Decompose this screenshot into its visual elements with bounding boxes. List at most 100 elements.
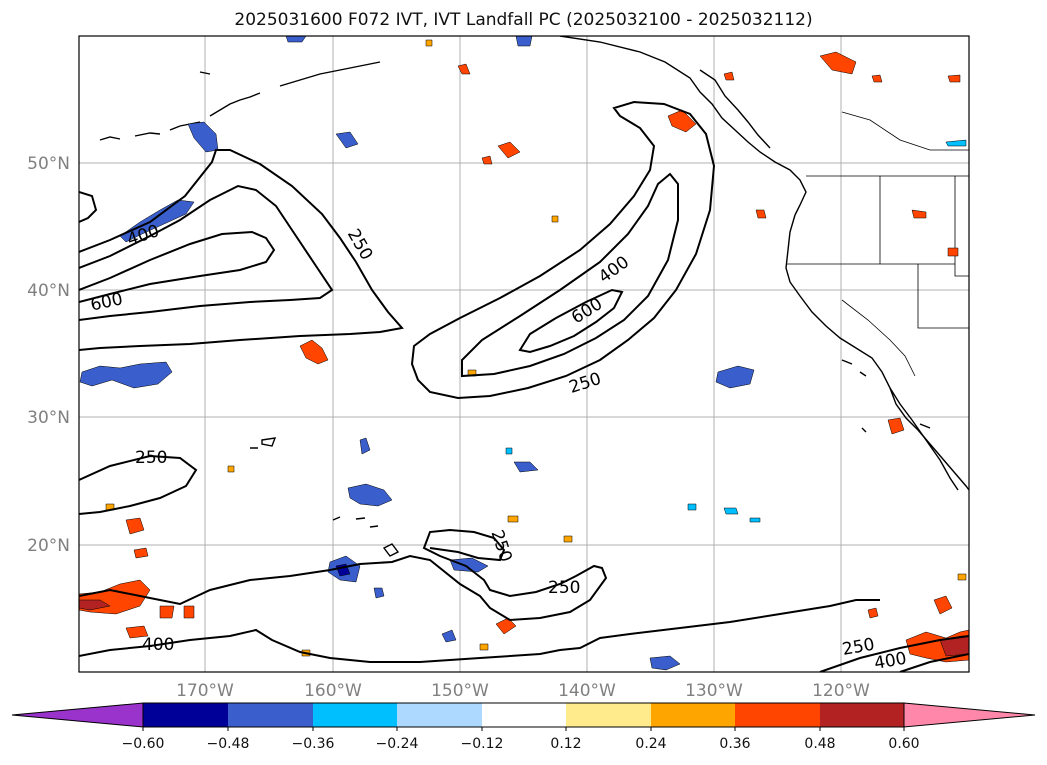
warm-patch <box>933 595 953 615</box>
colorbar-tick-label: −0.12 <box>461 736 504 752</box>
cool-patch <box>749 517 761 523</box>
warm-patch <box>125 517 145 535</box>
lon-label-150w: 150°W <box>431 681 489 701</box>
colorbar-bin <box>820 703 904 727</box>
lat-label-30n: 30°N <box>27 408 70 428</box>
cool-patch <box>945 139 967 147</box>
colorbar-bin <box>313 703 397 727</box>
contour-label-400: 400 <box>142 635 174 655</box>
cool-patch <box>449 557 489 573</box>
contour-400-nw <box>79 184 334 321</box>
contour-400-se <box>899 653 969 672</box>
lon-label-120w: 120°W <box>812 681 870 701</box>
contour-400-center <box>461 172 679 378</box>
warm-patch <box>227 465 235 473</box>
cool-patch <box>119 199 195 243</box>
colorbar-bin <box>566 703 651 727</box>
colorbar-extend-low <box>11 702 144 728</box>
colorbar-bin <box>228 703 313 727</box>
warm-patch <box>507 515 519 523</box>
warm-patch <box>133 547 149 559</box>
contour-600-center <box>518 288 624 354</box>
contour-label-250: 250 <box>548 578 580 598</box>
warm-patch <box>159 605 175 619</box>
cool-patch <box>715 365 755 389</box>
ivt-contours <box>79 100 969 672</box>
pacific-islands <box>841 359 931 433</box>
warm-patch <box>947 247 959 257</box>
warm-patch <box>79 599 111 611</box>
warm-patch <box>125 625 149 639</box>
cool-patch <box>515 36 533 47</box>
warm-patch <box>425 39 433 47</box>
hawaii-islands <box>250 437 400 557</box>
warm-patch <box>563 535 573 543</box>
cool-patch <box>335 131 359 149</box>
colorbar-tick-label: 0.24 <box>635 736 666 752</box>
warm-patch <box>479 643 489 651</box>
map-frame <box>78 35 970 673</box>
contour-250-se <box>819 635 969 672</box>
warm-patch <box>551 215 559 223</box>
warm-patch <box>497 141 521 159</box>
colorbar-bin <box>651 703 735 727</box>
colorbar-bin <box>735 703 820 727</box>
lon-label-140w: 140°W <box>558 681 616 701</box>
colorbar-frame <box>142 702 905 728</box>
cool-patch <box>505 447 513 455</box>
lat-label-40n: 40°N <box>27 281 70 301</box>
colorbar-tick-label: −0.36 <box>292 736 335 752</box>
colorbar-tick-label: −0.48 <box>207 736 250 752</box>
colorbar-extend-high <box>903 702 1036 728</box>
contour-small-nw <box>79 191 98 223</box>
contour-600-nw <box>79 230 276 303</box>
cool-patch <box>441 629 457 643</box>
warm-patch <box>755 209 767 219</box>
colorbar: −0.60 −0.48 −0.36 −0.24 −0.12 0.12 0.24 … <box>11 702 1036 752</box>
cool-patch <box>649 655 681 671</box>
contour-250-nw <box>79 149 404 351</box>
colorbar-tick-label: 0.36 <box>719 736 750 752</box>
colorbar-bin <box>143 703 228 727</box>
cool-patch <box>359 437 371 455</box>
cool-patch <box>513 461 539 473</box>
lat-label-20n: 20°N <box>27 536 70 556</box>
map-area <box>79 36 969 672</box>
warm-patch <box>871 74 883 83</box>
lon-label-130w: 130°W <box>685 681 743 701</box>
warm-patch <box>481 155 493 165</box>
colorbar-tick-label: 0.12 <box>550 736 581 752</box>
cool-patch <box>373 587 385 599</box>
contour-label-250: 250 <box>135 448 167 468</box>
baja <box>889 387 959 491</box>
contour-250-sw <box>79 454 198 515</box>
lat-label-50n: 50°N <box>27 154 70 174</box>
warm-patch <box>911 209 927 219</box>
cool-patch <box>687 503 697 511</box>
coastlines <box>99 36 969 557</box>
contour-400-sw <box>79 599 880 663</box>
longitude-labels: 170°W 160°W 150°W 140°W 130°W 120°W <box>176 681 870 701</box>
warm-patch <box>723 71 735 81</box>
cool-patch <box>723 507 739 515</box>
colorbar-bin <box>482 703 566 727</box>
warm-patch <box>457 63 471 75</box>
warm-patch <box>957 573 967 581</box>
colorbar-tick-label: −0.24 <box>376 736 419 752</box>
warm-patch <box>947 74 961 83</box>
contour-250-s <box>79 528 608 622</box>
cool-patch <box>79 361 173 389</box>
warm-patch <box>183 605 195 619</box>
lon-label-170w: 170°W <box>176 681 234 701</box>
colorbar-ticks <box>142 727 905 731</box>
negative-shading <box>79 36 967 671</box>
lon-label-160w: 160°W <box>304 681 362 701</box>
warm-patch <box>495 617 517 635</box>
bc-islands <box>699 69 771 149</box>
colorbar-tick-label: −0.60 <box>122 736 165 752</box>
colorbar-tick-label: 0.60 <box>888 736 919 752</box>
latitude-labels: 50°N 40°N 30°N 20°N <box>27 154 70 556</box>
cool-patch <box>285 36 307 43</box>
warm-patch <box>819 51 857 75</box>
